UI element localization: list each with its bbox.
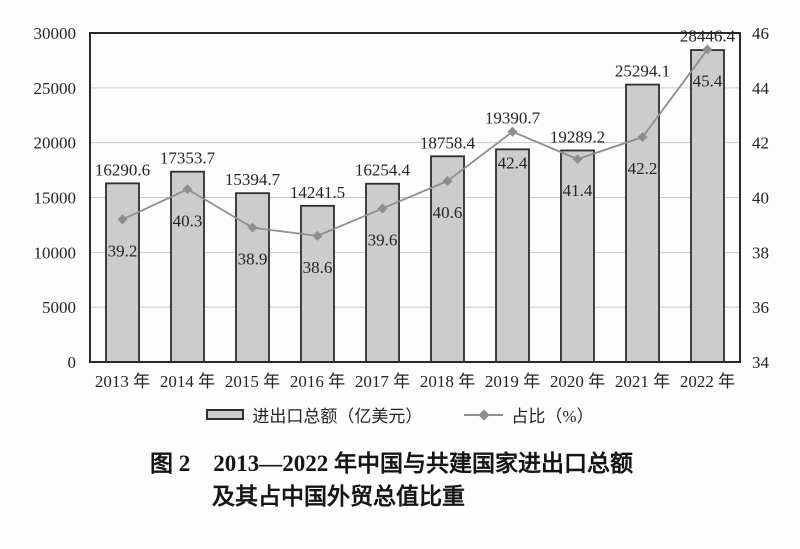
ratio-value-label: 39.6	[368, 230, 398, 249]
right-axis-tick-label: 34	[752, 353, 770, 372]
ratio-marker	[572, 154, 583, 165]
plot-border	[89, 32, 741, 363]
x-axis-tick-label: 2018 年	[420, 372, 475, 391]
right-axis-tick-label: 46	[752, 24, 769, 43]
left-axis-tick-label: 0	[68, 353, 77, 372]
ratio-value-label: 42.4	[498, 154, 528, 173]
left-axis-tick-label: 5000	[42, 298, 76, 317]
bar-series-swatch-icon	[206, 408, 245, 420]
bar-value-label: 19289.2	[550, 127, 605, 146]
bar	[105, 182, 140, 363]
x-axis-tick-label: 2014 年	[160, 372, 215, 391]
ratio-marker	[442, 176, 453, 187]
left-axis-tick-label: 20000	[34, 134, 77, 153]
x-axis-tick-label: 2021 年	[615, 372, 670, 391]
ratio-value-label: 45.4	[693, 71, 723, 90]
ratio-marker	[377, 203, 388, 214]
bar-value-label: 19390.7	[485, 109, 541, 128]
ratio-value-label: 41.4	[563, 181, 593, 200]
bar-value-label: 28446.4	[680, 26, 736, 45]
bar	[170, 170, 205, 363]
combo-chart: 16290.6 17353.7 15394.7 14241.5 16254.4 18758…	[34, 24, 770, 391]
ratio-value-label: 40.3	[173, 211, 203, 230]
bar	[235, 192, 270, 363]
left-axis-tick-label: 25000	[34, 79, 77, 98]
ratio-marker	[312, 230, 323, 241]
ratio-marker	[247, 222, 258, 233]
legend-item-bar: 进出口总额（亿美元）	[206, 402, 422, 427]
right-axis-tick-label: 36	[752, 298, 769, 317]
line-series-swatch-icon	[464, 408, 504, 421]
ratio-marker	[117, 214, 128, 225]
ratio-value-label: 38.6	[303, 258, 333, 277]
x-axis-tick-label: 2013 年	[95, 372, 150, 391]
ratio-marker	[507, 126, 518, 137]
bar-value-label: 14241.5	[290, 183, 345, 202]
x-axis-tick-label: 2015 年	[225, 372, 280, 391]
diamond-marker-icon	[478, 408, 491, 421]
bar-value-label: 16254.4	[355, 161, 411, 180]
bar-value-label: 16290.6	[95, 160, 150, 179]
right-axis-tick-label: 42	[752, 134, 769, 153]
ratio-value-label: 38.9	[238, 250, 268, 269]
x-axis-tick-label: 2019 年	[485, 372, 540, 391]
bar	[430, 155, 465, 363]
legend-bar-label: 进出口总额（亿美元）	[252, 406, 423, 426]
ratio-marker	[702, 44, 713, 55]
legend-line-label: 占比（%）	[511, 406, 594, 426]
ratio-line	[122, 48, 709, 237]
x-axis-tick-label: 2017 年	[355, 372, 410, 391]
bar-value-label: 15394.7	[225, 170, 281, 189]
left-axis-tick-label: 30000	[34, 24, 77, 43]
left-axis-tick-label: 10000	[34, 243, 77, 262]
caption-line-2: 及其占中国外贸总值比重	[212, 484, 465, 509]
bar-value-label: 25294.1	[615, 62, 670, 81]
bar-value-label: 18758.4	[420, 133, 476, 152]
bar	[300, 204, 335, 363]
bar	[625, 83, 660, 363]
right-axis-tick-label: 44	[752, 79, 770, 98]
x-axis-tick-label: 2020 年	[550, 372, 605, 391]
ratio-value-label: 39.2	[108, 241, 138, 260]
right-axis-tick-label: 38	[752, 243, 769, 262]
ratio-value-label: 40.6	[433, 203, 463, 222]
x-axis-tick-label: 2022 年	[680, 372, 735, 391]
caption-line-1: 图 2 2013—2022 年中国与共建国家进出口总额	[150, 451, 633, 476]
legend-item-line: 占比（%）	[464, 402, 594, 427]
ratio-value-label: 42.2	[628, 159, 658, 178]
ratio-marker	[637, 132, 648, 143]
right-axis-tick-label: 40	[752, 189, 769, 208]
bar	[495, 148, 530, 363]
x-axis-tick-label: 2016 年	[290, 372, 345, 391]
chart-legend: 进出口总额（亿美元） 占比（%）	[0, 402, 800, 426]
left-axis-tick-label: 15000	[34, 189, 77, 208]
bar	[690, 49, 725, 363]
ratio-marker	[182, 184, 193, 195]
bar-value-label: 17353.7	[160, 149, 216, 168]
